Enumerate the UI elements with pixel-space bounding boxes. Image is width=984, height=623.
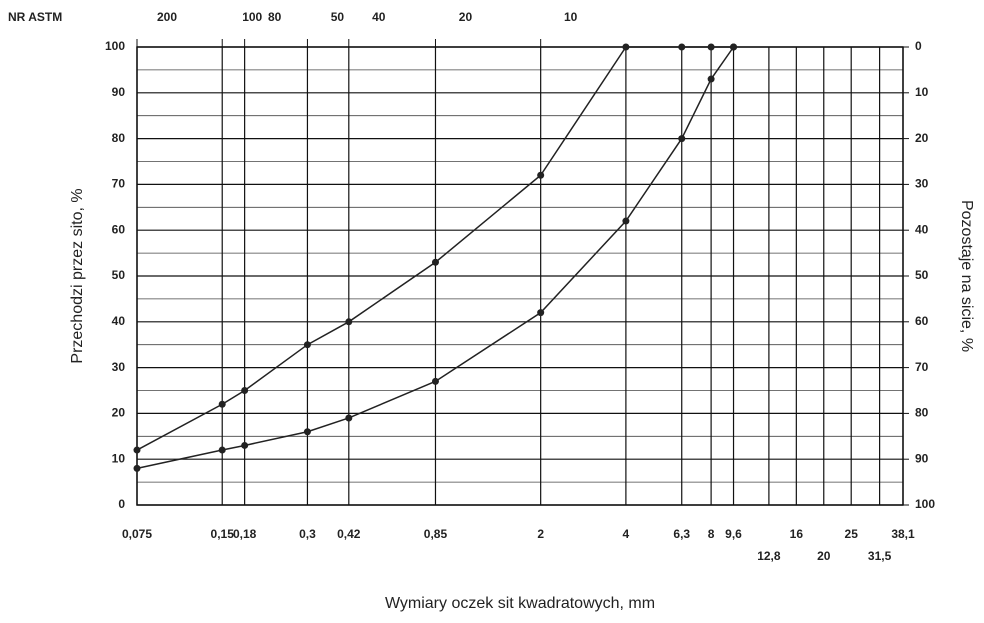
x-tick-label: 12,8: [757, 549, 781, 563]
point: [133, 446, 141, 454]
point: [678, 135, 686, 143]
point: [218, 446, 226, 454]
x-tick-label: 0,85: [424, 527, 448, 541]
y-tick-label: 90: [112, 85, 126, 99]
x-tick-label: 8: [708, 527, 715, 541]
point: [622, 43, 630, 51]
x-tick-label: 0,18: [233, 527, 257, 541]
y-axis-label: Przechodzi przez sito, %: [69, 188, 86, 363]
y2-tick-label: 70: [915, 360, 929, 374]
point: [707, 75, 715, 83]
y-tick-label: 50: [112, 268, 126, 282]
x-axis-label: Wymiary oczek sit kwadratowych, mm: [385, 595, 655, 612]
astm-tick-label: 50: [331, 10, 345, 24]
point: [218, 400, 226, 408]
y2-tick-label: 60: [915, 314, 929, 328]
astm-tick-label: 100: [242, 10, 262, 24]
x-tick-label: 38,1: [891, 527, 915, 541]
point: [431, 377, 439, 385]
point: [678, 43, 686, 51]
astm-tick-label: 200: [157, 10, 177, 24]
y-tick-label: 60: [112, 222, 126, 236]
y-tick-label: 10: [112, 451, 126, 465]
y2-tick-label: 100: [915, 497, 935, 511]
y-tick-label: 100: [105, 39, 125, 53]
point: [345, 318, 353, 326]
y2-tick-label: 90: [915, 451, 929, 465]
astm-tick-label: 80: [268, 10, 282, 24]
point: [133, 464, 141, 472]
x-tick-label: 20: [817, 549, 831, 563]
y-tick-label: 30: [112, 360, 126, 374]
x-tick-label: 0,15: [211, 527, 235, 541]
x-tick-label: 0,3: [299, 527, 316, 541]
y2-tick-label: 0: [915, 39, 922, 53]
x-tick-label: 25: [845, 527, 859, 541]
x-tick-label: 0,075: [122, 527, 152, 541]
point: [241, 441, 249, 449]
x-tick-label: 9,6: [725, 527, 742, 541]
y2-tick-label: 10: [915, 85, 929, 99]
astm-title: NR ASTM: [8, 10, 62, 24]
y2-tick-label: 20: [915, 131, 929, 145]
point: [707, 43, 715, 51]
y2-tick-label: 40: [915, 222, 929, 236]
x-tick-label: 16: [790, 527, 804, 541]
plot-frame: [136, 46, 904, 506]
point: [303, 428, 311, 436]
y-tick-label: 40: [112, 314, 126, 328]
x-tick-label: 4: [623, 527, 630, 541]
point: [303, 341, 311, 349]
y2-tick-label: 80: [915, 406, 929, 420]
y-tick-label: 0: [118, 497, 125, 511]
point: [537, 309, 545, 317]
x-tick-label: 0,42: [337, 527, 361, 541]
astm-tick-label: 20: [459, 10, 473, 24]
point: [241, 387, 249, 394]
point: [537, 171, 545, 179]
x-tick-label: 31,5: [868, 549, 892, 563]
point: [431, 258, 439, 266]
y-tick-label: 80: [112, 131, 126, 145]
y2-axis-label: Pozostaje na sicie, %: [958, 200, 975, 352]
y2-tick-label: 30: [915, 177, 929, 191]
y-tick-label: 70: [112, 177, 126, 191]
point: [345, 414, 353, 422]
point: [622, 217, 630, 225]
y2-tick-label: 50: [915, 268, 929, 282]
x-tick-label: 2: [537, 527, 544, 541]
astm-tick-label: 40: [372, 10, 386, 24]
x-tick-label: 6,3: [673, 527, 690, 541]
point: [730, 43, 738, 51]
y-tick-label: 20: [112, 406, 126, 420]
astm-tick-label: 10: [564, 10, 578, 24]
